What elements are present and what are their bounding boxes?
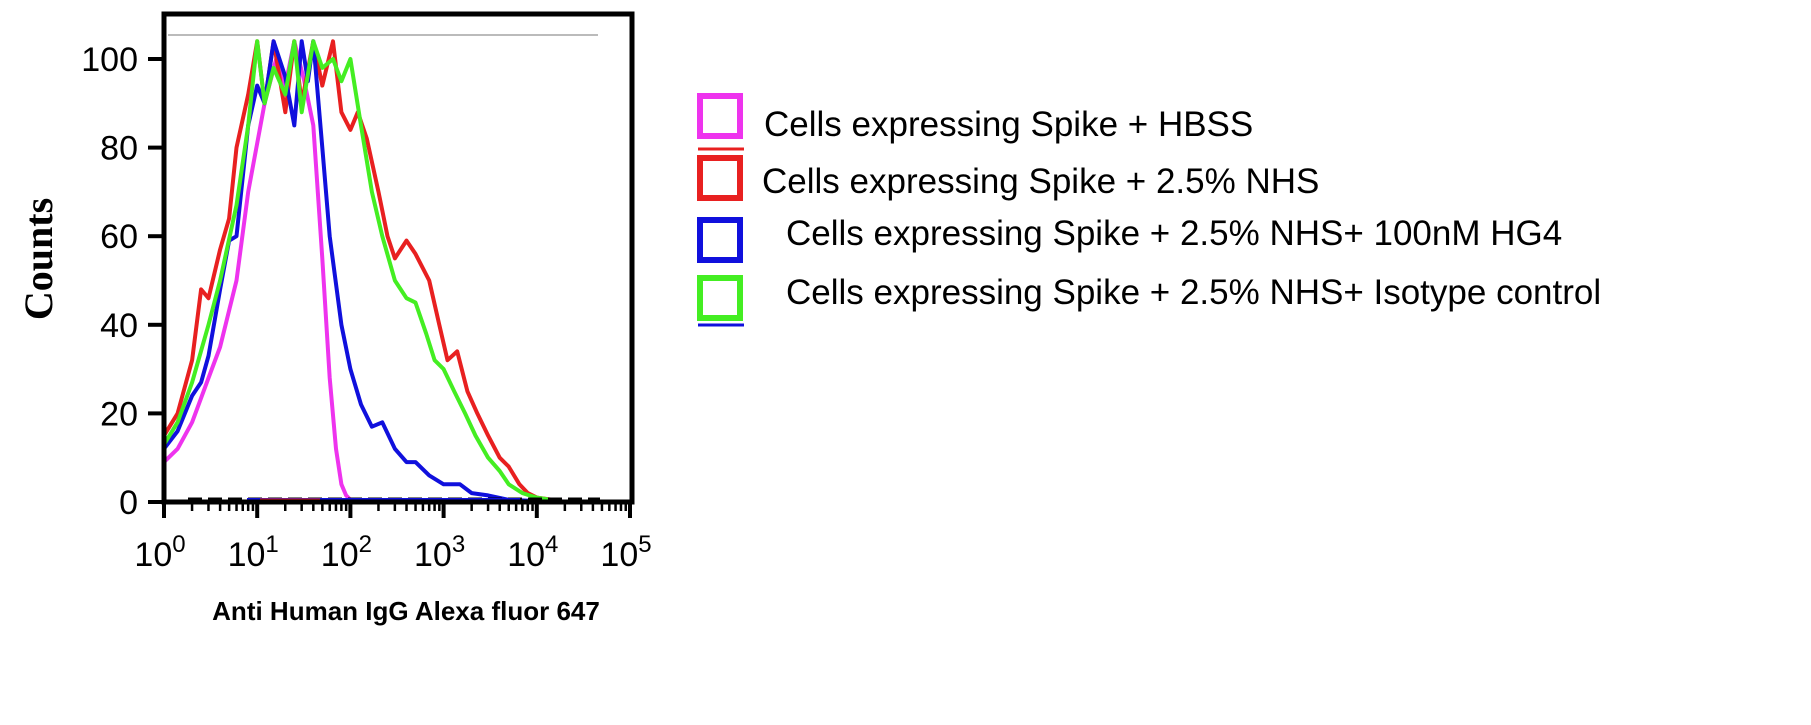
series-line-1 [164, 39, 602, 502]
x-axis-label: Anti Human IgG Alexa fluor 647 [212, 596, 600, 626]
legend-label-4: Cells expressing Spike + 2.5% NHS+ Isoty… [786, 273, 1601, 312]
legend-swatch-3 [697, 217, 743, 263]
x-tick-label: 100 [134, 531, 185, 574]
legend-label-2: Cells expressing Spike + 2.5% NHS [762, 162, 1319, 201]
x-tick-label: 103 [414, 531, 465, 574]
legend-swatch-4 [697, 275, 743, 321]
x-tick-label: 105 [600, 531, 651, 574]
legend-swatch-1 [697, 93, 743, 139]
y-tick-label: 20 [100, 395, 138, 433]
y-tick-label: 60 [100, 218, 138, 256]
legend-label-3: Cells expressing Spike + 2.5% NHS+ 100nM… [786, 214, 1562, 253]
plot-frame [161, 11, 635, 505]
series-line-2 [164, 39, 602, 502]
series-line-4 [164, 39, 602, 502]
legend-label-1: Cells expressing Spike + HBSS [764, 105, 1253, 144]
series-line-3 [164, 39, 602, 502]
y-tick-label: 100 [81, 41, 138, 79]
y-tick-label: 80 [100, 130, 138, 168]
legend: Cells expressing Spike + HBSS Cells expre… [697, 93, 1601, 327]
y-axis: 0 20 40 60 80 100 [81, 41, 164, 522]
x-tick-label: 102 [321, 531, 372, 574]
x-tick-label: 104 [507, 531, 558, 574]
x-axis: 100 101 102 103 104 105 [134, 502, 652, 574]
y-axis-label: Counts [16, 198, 61, 320]
y-tick-label: 0 [119, 484, 138, 522]
series-group [164, 39, 602, 502]
legend-swatch-2 [697, 155, 743, 201]
x-tick-label: 101 [228, 531, 279, 574]
y-tick-label: 40 [100, 307, 138, 345]
